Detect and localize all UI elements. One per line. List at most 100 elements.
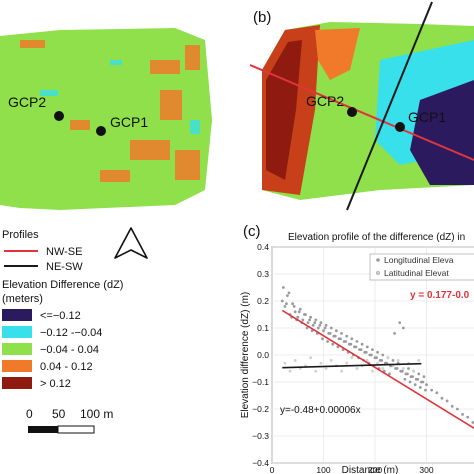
longitudinal-point xyxy=(422,375,426,378)
longitudinal-point xyxy=(424,388,427,392)
y-tick-label: 0.3 xyxy=(257,269,269,279)
map-a-cyan-speckle xyxy=(40,60,200,134)
longitudinal-point xyxy=(407,367,410,370)
legend-class-label-3: −0.04 - 0.04 xyxy=(40,344,99,356)
longitudinal-point xyxy=(388,372,391,376)
longitudinal-point xyxy=(403,377,407,381)
map-b-profile-ne-sw xyxy=(346,1,433,211)
longitudinal-point xyxy=(316,326,320,330)
chart-legend-marker-latitudinal xyxy=(375,270,381,276)
longitudinal-point xyxy=(413,383,417,387)
y-tick-label: −0.3 xyxy=(252,431,269,441)
north-arrow-icon xyxy=(114,227,148,259)
longitudinal-point xyxy=(360,342,364,346)
longitudinal-point xyxy=(369,353,373,357)
latitudinal-point xyxy=(417,359,421,362)
chart-legend-label-longitudinal: Longitudinal Eleva xyxy=(384,255,454,265)
longitudinal-point xyxy=(349,342,353,346)
longitudinal-point xyxy=(319,321,323,324)
longitudinal-point xyxy=(406,372,409,376)
longitudinal-point xyxy=(328,332,332,335)
map-b-navy-zone xyxy=(410,80,474,185)
longitudinal-point xyxy=(318,323,322,327)
longitudinal-point xyxy=(308,318,311,322)
y-tick-label: 0.4 xyxy=(257,242,269,252)
map-panel-b: (b) GCP2 GCP1 xyxy=(249,1,474,211)
scale-label-100: 100 m xyxy=(80,407,113,421)
panel-label-b: (b) xyxy=(253,9,271,26)
longitudinal-point xyxy=(425,383,428,387)
chart-legend-marker-longitudinal xyxy=(376,258,380,262)
map-panel-a: GCP2 GCP1 xyxy=(0,28,212,210)
longitudinal-point xyxy=(306,321,310,324)
chart-panel-c: (c) Elevation profile of the difference … xyxy=(240,223,474,474)
longitudinal-point xyxy=(285,302,288,306)
longitudinal-point xyxy=(296,315,300,319)
map-b-gcp1-marker xyxy=(395,122,405,132)
longitudinal-point xyxy=(336,345,340,349)
map-a-gcp2-marker xyxy=(54,111,64,121)
fit-line-black xyxy=(282,362,422,369)
x-tick-labels: 0 100 200 300 xyxy=(270,465,434,474)
longitudinal-point xyxy=(375,356,378,360)
fit-equation-black: y=-0.48+0.00006x xyxy=(280,405,361,416)
legend-elevation-unit: (meters) xyxy=(2,293,43,305)
map-a-orange-speckle xyxy=(20,40,200,182)
legend-nw-se-label: NW-SE xyxy=(46,246,82,258)
longitudinal-point xyxy=(400,369,404,373)
longitudinal-point xyxy=(364,350,368,354)
longitudinal-point xyxy=(376,350,379,354)
latitudinal-point xyxy=(314,369,318,373)
y-axis-label: Elevation difference (dZ) (m) xyxy=(240,292,251,419)
longitudinal-point xyxy=(283,305,287,308)
x-tick-label: 200 xyxy=(368,465,382,474)
fit-line-red xyxy=(281,309,474,430)
latitudinal-point xyxy=(412,369,416,373)
longitudinal-point xyxy=(450,404,454,408)
longitudinal-point xyxy=(391,359,395,362)
longitudinal-point xyxy=(380,359,384,362)
x-tick-label: 300 xyxy=(419,465,433,474)
map-b-orange-zone xyxy=(315,28,360,80)
longitudinal-point xyxy=(326,340,330,343)
latitudinal-point xyxy=(288,369,292,373)
longitudinal-point xyxy=(287,291,291,295)
longitudinal-point xyxy=(324,323,328,327)
scale-bar-segment-2 xyxy=(57,425,95,434)
longitudinal-point xyxy=(281,286,285,289)
legend-profiles-title: Profiles xyxy=(2,229,39,241)
map-legend: Profiles NW-SE NE-SW Elevation Differenc… xyxy=(2,227,148,434)
panel-label-c: (c) xyxy=(243,223,261,240)
scale-label-50: 50 xyxy=(52,407,66,421)
latitudinal-point xyxy=(371,369,374,373)
legend-class-swatch-3 xyxy=(2,343,32,355)
latitudinal-point xyxy=(293,359,297,362)
latitudinal-point xyxy=(355,367,359,370)
longitudinal-point xyxy=(471,421,474,424)
longitudinal-point xyxy=(291,302,294,306)
latitudinal-point xyxy=(386,356,390,360)
longitudinal-point xyxy=(445,399,449,403)
y-tick-label: 0.2 xyxy=(257,296,269,306)
latitudinal-point xyxy=(396,359,400,362)
longitudinal-point xyxy=(466,415,470,419)
latitudinal-point xyxy=(319,361,323,365)
longitudinal-point xyxy=(344,340,348,343)
latitudinal-point xyxy=(350,356,354,360)
longitudinal-point xyxy=(416,377,420,381)
longitudinal-point xyxy=(365,345,369,349)
longitudinal-point xyxy=(350,337,354,341)
latitudinal-point xyxy=(376,361,379,365)
longitudinal-point xyxy=(293,310,297,314)
longitudinal-point xyxy=(297,310,301,314)
longitudinal-point xyxy=(298,307,302,311)
legend-class-swatch-2 xyxy=(2,326,32,338)
map-b-profile-nw-se xyxy=(249,64,474,161)
latitudinal-point xyxy=(345,361,349,365)
map-b-gcp1-label: GCP1 xyxy=(408,109,446,125)
y-tick-label: −0.1 xyxy=(252,377,269,387)
longitudinal-point xyxy=(311,323,315,327)
longitudinal-point xyxy=(461,413,464,416)
longitudinal-point xyxy=(401,326,405,330)
